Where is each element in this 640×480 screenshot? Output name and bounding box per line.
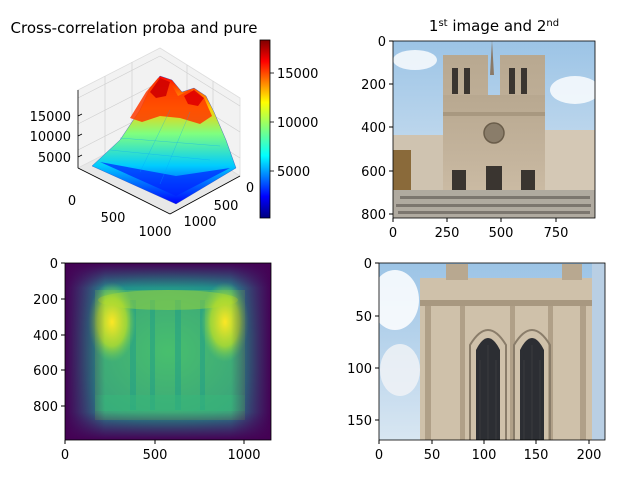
x-tick-label: 1000: [227, 448, 260, 463]
y-tick-label: 800: [361, 208, 386, 223]
heatmap-image: [65, 263, 271, 440]
cathedral-photo: [393, 41, 595, 218]
y-tick-label: 600: [361, 165, 386, 180]
colorbar-gradient: [259, 39, 271, 219]
y-axis: 0 500 1000: [169, 175, 254, 230]
colorbar-tick-label: 10000: [277, 116, 318, 131]
x-tick-label: 0: [68, 194, 76, 209]
x-tick-label: 0: [375, 448, 383, 463]
y-tick-label: 800: [33, 400, 58, 415]
tower-photo: [379, 263, 605, 440]
colorbar-tick-label: 5000: [277, 165, 310, 180]
heatmap-frame: [64, 262, 272, 441]
y-axis: 0 50 100 150: [347, 257, 379, 429]
x-tick-label: 150: [524, 448, 549, 463]
x-tick-label: 500: [489, 226, 514, 241]
surface3d-panel: Cross-correlation proba and pure: [11, 19, 319, 240]
x-tick-label: 200: [577, 448, 602, 463]
surface-mesh: [91, 75, 237, 205]
z-tick-label: 5000: [38, 151, 71, 166]
x-tick-label: 250: [435, 226, 460, 241]
x-tick-label: 1000: [138, 225, 171, 240]
x-tick-label: 50: [424, 448, 441, 463]
heatmap-panel: 0 500 1000 0 200 400 600 800: [33, 257, 272, 463]
y-tick-label: 150: [347, 414, 372, 429]
y-tick-label: 0: [378, 35, 386, 50]
x-axis: 0 250 500 750: [389, 218, 569, 241]
y-tick-label: 200: [361, 78, 386, 93]
y-tick-label: 400: [361, 121, 386, 136]
x-tick-label: 100: [472, 448, 497, 463]
y-tick-label: 0: [246, 181, 254, 196]
colorbar: 5000 10000 15000: [259, 39, 318, 219]
z-tick-label: 15000: [30, 110, 71, 125]
y-axis: 0 200 400 600 800: [33, 257, 65, 415]
y-tick-label: 500: [214, 199, 239, 214]
x-tick-label: 500: [101, 211, 126, 226]
image-title: 1st image and 2nd: [429, 17, 559, 35]
colorbar-tick-label: 15000: [277, 67, 318, 82]
y-axis: 0 200 400 600 800: [361, 35, 393, 223]
z-axis: 5000 10000 15000: [30, 90, 83, 168]
y-tick-label: 0: [50, 257, 58, 272]
x-axis: 0 500 1000: [61, 440, 261, 463]
y-tick-label: 200: [33, 293, 58, 308]
x-tick-label: 750: [544, 226, 569, 241]
x-tick-label: 500: [143, 448, 168, 463]
x-tick-label: 0: [61, 448, 69, 463]
y-tick-label: 600: [33, 364, 58, 379]
tower-image-panel: 0 50 100 150 200 0 50 100 150: [347, 257, 606, 463]
z-tick-label: 10000: [30, 130, 71, 145]
y-tick-label: 100: [347, 362, 372, 377]
image-frame: [392, 40, 596, 219]
y-tick-label: 400: [33, 329, 58, 344]
tower-frame: [378, 262, 606, 441]
y-tick-label: 0: [364, 257, 372, 272]
x-axis: 0 500 1000: [68, 167, 172, 240]
y-tick-label: 50: [355, 310, 372, 325]
x-axis: 0 50 100 150 200: [375, 440, 602, 463]
y-tick-label: 1000: [183, 215, 216, 230]
x-tick-label: 0: [389, 226, 397, 241]
cathedral-image-panel: 1st image and 2nd: [361, 17, 596, 241]
surface-title: Cross-correlation proba and pure: [11, 19, 258, 37]
